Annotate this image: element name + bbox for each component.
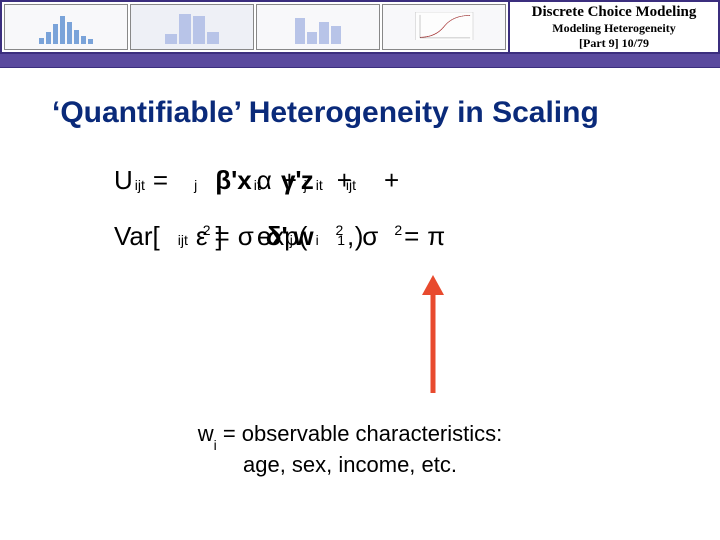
slide-content: ‘Quantifiable’ Heterogeneity in Scaling … <box>0 68 720 291</box>
caption-line2: age, sex, income, etc. <box>150 451 550 479</box>
arrow-icon <box>418 275 448 395</box>
course-title: Discrete Choice Modeling <box>532 4 697 21</box>
thumb-curve <box>382 4 506 50</box>
caption-rest: = observable characteristics: <box>217 421 503 446</box>
slide-title: ‘Quantifiable’ Heterogeneity in Scaling <box>52 96 690 130</box>
header-title-box: Discrete Choice Modeling Modeling Hetero… <box>508 2 718 52</box>
caption-var: w <box>198 421 214 446</box>
course-subtitle: Modeling Heterogeneity <box>552 21 675 36</box>
equation-1: Uijt = j β'xit α + γ'j zit + ijt + <box>112 160 690 202</box>
thumb-histogram <box>4 4 128 50</box>
equation-block: Uijt = j β'xit α + γ'j zit + ijt + Var[ … <box>112 160 690 257</box>
header-bar: Discrete Choice Modeling Modeling Hetero… <box>0 0 720 54</box>
thumb-bars-2 <box>256 4 380 50</box>
caption-sub: i <box>214 437 217 453</box>
slide-counter: [Part 9] 10/79 <box>579 36 649 51</box>
caption: wi = observable characteristics: age, se… <box>150 420 550 478</box>
equation-2: Var[ ijt ε ] 2 = σ δ'j exp( wi ) 2 1 , σ… <box>112 216 690 258</box>
thumb-bars-1 <box>130 4 254 50</box>
header-band <box>0 54 720 68</box>
header-thumbnails <box>2 2 508 52</box>
